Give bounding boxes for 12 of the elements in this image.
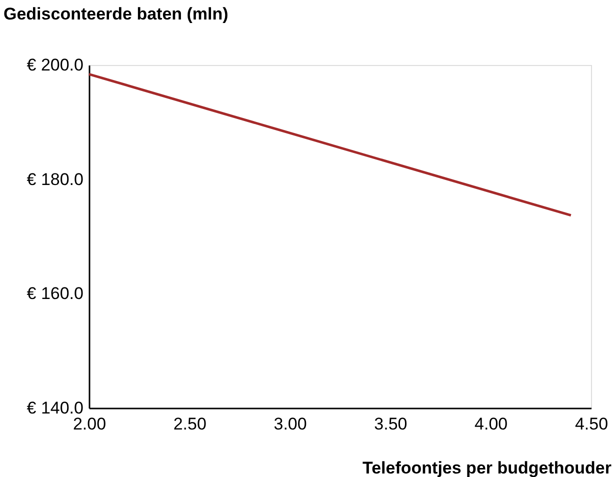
- x-axis-title: Telefoontjes per budgethouder: [362, 458, 612, 477]
- x-tick-label: 2.00: [72, 414, 106, 434]
- x-tick-label: 4.00: [474, 414, 508, 434]
- x-tick-label: 4.50: [574, 414, 608, 434]
- y-tick-label: € 200.0: [26, 56, 84, 74]
- x-tick-label: 3.50: [374, 414, 408, 434]
- y-tick-label: € 160.0: [26, 284, 84, 304]
- y-tick-label: € 180.0: [26, 170, 84, 189]
- y-tick-label: € 140.0: [26, 398, 84, 418]
- y-axis-title: Gedisconteerde baten (mln): [4, 4, 228, 24]
- x-tick-label: 2.50: [173, 414, 206, 434]
- x-tick-label: 3.00: [274, 414, 307, 434]
